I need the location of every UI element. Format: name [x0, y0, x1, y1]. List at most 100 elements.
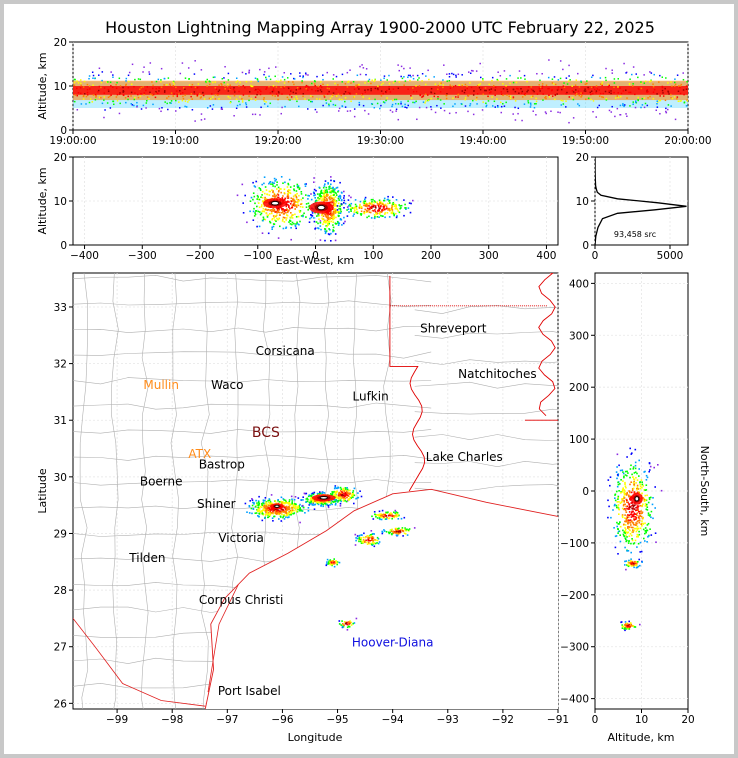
- time-height-source: [685, 88, 688, 90]
- ns-source: [644, 494, 647, 497]
- plan-source: [326, 501, 328, 503]
- ns-source: [624, 532, 626, 534]
- time-height-source: [667, 108, 669, 111]
- time-height-source: [442, 79, 444, 81]
- ew-source: [309, 217, 311, 220]
- time-height-source: [661, 86, 664, 89]
- ew-source: [284, 181, 286, 184]
- ew-source: [339, 218, 342, 220]
- time-height-source: [473, 90, 475, 92]
- time-height-source: [448, 79, 451, 82]
- ew-height-x-tick-label: 0: [312, 250, 319, 262]
- time-height-source: [661, 76, 664, 78]
- time-height-source: [233, 86, 235, 89]
- ns-source: [633, 518, 636, 521]
- time-height-source: [590, 98, 592, 101]
- ns-source: [650, 496, 652, 499]
- time-height-source: [146, 96, 149, 98]
- ew-source: [363, 204, 365, 207]
- time-height-source: [130, 103, 133, 105]
- plan-source: [355, 497, 357, 500]
- time-height-source: [317, 87, 319, 90]
- time-height-source: [175, 110, 177, 112]
- ew-source: [266, 214, 269, 217]
- time-height-source: [559, 60, 562, 62]
- time-height-source: [568, 64, 570, 67]
- time-height-source: [319, 98, 321, 100]
- ns-source: [632, 487, 635, 490]
- time-height-source: [586, 80, 588, 82]
- time-height-source: [409, 67, 411, 69]
- plan-source: [338, 497, 340, 499]
- plan-source: [285, 505, 288, 508]
- ns-source: [616, 474, 619, 476]
- ew-source: [305, 216, 307, 218]
- time-height-source: [640, 82, 643, 84]
- time-height-source: [227, 95, 230, 98]
- plan-source: [342, 489, 344, 491]
- time-height-source: [409, 79, 411, 82]
- ew-source: [368, 202, 371, 204]
- ns-source: [629, 499, 632, 501]
- plan-source: [258, 503, 260, 506]
- time-height-source: [233, 94, 236, 97]
- plan-source: [278, 501, 281, 503]
- time-height-source: [151, 94, 154, 97]
- plan-source: [268, 504, 270, 507]
- ns-source: [636, 514, 638, 517]
- time-height-source: [394, 98, 396, 101]
- time-height-source: [166, 97, 168, 99]
- ew-source: [253, 207, 255, 210]
- ew-source: [355, 211, 358, 214]
- time-height-source: [346, 110, 349, 112]
- ew-source: [332, 204, 334, 207]
- time-height-source: [103, 87, 106, 89]
- time-height-source: [242, 94, 245, 96]
- time-height-source: [296, 100, 298, 103]
- time-height-source: [557, 111, 559, 113]
- plan-source: [331, 493, 334, 495]
- plan-source: [400, 517, 403, 520]
- plan-source: [351, 493, 354, 495]
- ew-source: [339, 181, 341, 184]
- time-height-source: [239, 96, 241, 98]
- plan-source: [339, 495, 341, 498]
- ew-source: [365, 211, 368, 213]
- ns-source: [628, 526, 631, 528]
- time-height-source: [514, 100, 517, 102]
- time-height-source: [101, 71, 104, 73]
- plan-source: [268, 502, 271, 505]
- plan-source: [308, 504, 311, 506]
- plan-source: [267, 516, 269, 519]
- ns-source: [637, 510, 640, 513]
- plan-view-ylabel: Latitude: [36, 468, 49, 514]
- time-height-source: [139, 95, 142, 98]
- ew-source: [296, 221, 298, 224]
- time-height-source: [344, 97, 347, 99]
- ew-source: [290, 238, 292, 241]
- time-height-source: [269, 102, 272, 105]
- time-height-source: [293, 78, 296, 80]
- time-height-source: [214, 87, 217, 89]
- time-height-source: [122, 90, 125, 93]
- time-height-source: [502, 83, 504, 85]
- ns-source: [629, 559, 632, 562]
- plan-source: [351, 495, 353, 497]
- plan-source: [395, 514, 397, 517]
- ew-source: [330, 232, 332, 235]
- plan-source: [413, 527, 416, 529]
- ew-source: [379, 201, 381, 203]
- time-height-source: [376, 87, 379, 90]
- plan-x-tick-label: −93: [437, 714, 459, 726]
- plan-source: [334, 485, 337, 487]
- ew-source: [295, 196, 298, 199]
- time-height-source: [127, 80, 130, 83]
- plan-source: [257, 508, 259, 511]
- time-height-source: [574, 91, 576, 94]
- plan-source: [339, 499, 342, 501]
- time-height-source: [625, 113, 627, 115]
- ns-source: [642, 497, 645, 499]
- time-height-source: [85, 95, 88, 98]
- ew-source: [297, 199, 300, 201]
- time-height-source: [541, 72, 543, 75]
